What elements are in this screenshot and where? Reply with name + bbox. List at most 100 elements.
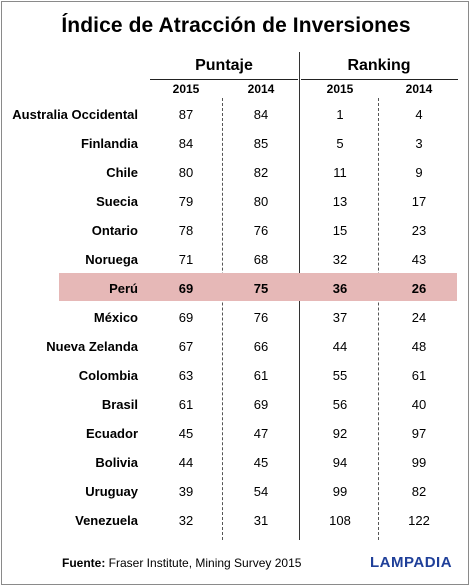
table-row: Finlandia 84 85 5 3 [0, 129, 472, 158]
cell-s2014: 31 [253, 513, 269, 528]
table-row: Colombia 63 61 55 61 [0, 361, 472, 390]
highlight-row-peru [59, 273, 457, 301]
cell-r2014: 48 [411, 339, 427, 354]
cell-s2015: 32 [178, 513, 194, 528]
year-header-rank-2014: 2014 [405, 82, 433, 96]
cell-r2014: 26 [411, 281, 427, 296]
table-row: Nueva Zelanda 67 66 44 48 [0, 332, 472, 361]
cell-s2014: 75 [253, 281, 269, 296]
table-row: Perú 69 75 36 26 [0, 274, 472, 303]
cell-s2015: 78 [178, 223, 194, 238]
cell-r2015: 37 [332, 310, 348, 325]
cell-r2015: 55 [332, 368, 348, 383]
cell-s2015: 71 [178, 252, 194, 267]
cell-s2014: 80 [253, 194, 269, 209]
cell-s2014: 69 [253, 397, 269, 412]
group-underline-score [150, 79, 298, 80]
table-row: Chile 80 82 11 9 [0, 158, 472, 187]
year-header-score-2014: 2014 [247, 82, 275, 96]
row-name: México [93, 310, 138, 325]
year-header-rank-2015: 2015 [326, 82, 354, 96]
cell-s2014: 82 [253, 165, 269, 180]
row-name: Nueva Zelanda [46, 339, 138, 354]
cell-r2015: 92 [332, 426, 348, 441]
row-name: Suecia [96, 194, 138, 209]
cell-s2014: 85 [253, 136, 269, 151]
source-note: Fuente: Fraser Institute, Mining Survey … [62, 556, 301, 570]
cell-r2015: 15 [332, 223, 348, 238]
cell-r2014: 43 [411, 252, 427, 267]
page-title: Índice de Atracción de Inversiones [61, 14, 411, 37]
row-name: Ecuador [85, 426, 138, 441]
cell-s2015: 84 [178, 136, 194, 151]
cell-s2015: 69 [178, 281, 194, 296]
table-row: Venezuela 32 31 108 122 [0, 506, 472, 535]
cell-r2014: 24 [411, 310, 427, 325]
year-header-score-2015: 2015 [172, 82, 200, 96]
cell-r2014: 17 [411, 194, 427, 209]
brand-logo: LAMPADIA [370, 554, 453, 571]
cell-s2015: 87 [178, 107, 194, 122]
cell-r2015: 11 [333, 165, 347, 180]
row-name: Noruega [85, 252, 138, 267]
row-name: Chile [106, 165, 138, 180]
cell-r2015: 13 [332, 194, 348, 209]
source-text: Fraser Institute, Mining Survey 2015 [105, 556, 302, 570]
group-header-score: Puntaje [195, 57, 253, 74]
cell-r2015: 36 [332, 281, 348, 296]
cell-r2015: 108 [329, 513, 351, 528]
row-name: Finlandia [80, 136, 138, 151]
table-row: Ecuador 45 47 92 97 [0, 419, 472, 448]
row-name: Perú [109, 281, 138, 296]
cell-s2014: 61 [253, 368, 269, 383]
cell-r2015: 94 [332, 455, 348, 470]
cell-s2015: 69 [178, 310, 194, 325]
cell-s2015: 39 [178, 484, 194, 499]
cell-s2014: 68 [253, 252, 269, 267]
cell-r2014: 97 [411, 426, 427, 441]
cell-s2014: 54 [253, 484, 269, 499]
cell-r2014: 9 [415, 165, 423, 180]
row-name: Bolivia [95, 455, 138, 470]
group-underline-ranking [301, 79, 458, 80]
cell-s2014: 66 [253, 339, 269, 354]
row-name: Ontario [91, 223, 138, 238]
table-row: México 69 76 37 24 [0, 303, 472, 332]
cell-r2014: 40 [411, 397, 427, 412]
table-row: Noruega 71 68 32 43 [0, 245, 472, 274]
cell-r2015: 5 [336, 136, 344, 151]
cell-r2014: 122 [408, 513, 430, 528]
row-name: Venezuela [75, 513, 138, 528]
cell-r2015: 32 [332, 252, 348, 267]
cell-r2015: 1 [336, 107, 344, 122]
table-row: Uruguay 39 54 99 82 [0, 477, 472, 506]
cell-s2014: 45 [253, 455, 269, 470]
score-column-divider [222, 98, 223, 540]
cell-r2014: 99 [411, 455, 427, 470]
cell-s2014: 84 [253, 107, 269, 122]
table-row: Brasil 61 69 56 40 [0, 390, 472, 419]
cell-s2015: 79 [178, 194, 194, 209]
table-row: Bolivia 44 45 94 99 [0, 448, 472, 477]
cell-r2015: 44 [332, 339, 348, 354]
cell-r2015: 99 [332, 484, 348, 499]
row-name: Australia Occidental [12, 107, 138, 122]
cell-s2015: 44 [178, 455, 194, 470]
row-name: Brasil [101, 397, 138, 412]
cell-r2014: 23 [411, 223, 427, 238]
group-header-ranking: Ranking [347, 57, 411, 74]
cell-r2014: 82 [411, 484, 427, 499]
ranking-column-divider [378, 98, 379, 540]
table-row: Ontario 78 76 15 23 [0, 216, 472, 245]
row-name: Uruguay [85, 484, 138, 499]
cell-r2014: 61 [411, 368, 427, 383]
cell-s2015: 67 [178, 339, 194, 354]
cell-s2015: 63 [178, 368, 194, 383]
cell-s2015: 80 [178, 165, 194, 180]
cell-s2015: 61 [178, 397, 194, 412]
table-row: Suecia 79 80 13 17 [0, 187, 472, 216]
cell-r2014: 4 [415, 107, 423, 122]
cell-s2014: 76 [253, 310, 269, 325]
cell-r2015: 56 [332, 397, 348, 412]
